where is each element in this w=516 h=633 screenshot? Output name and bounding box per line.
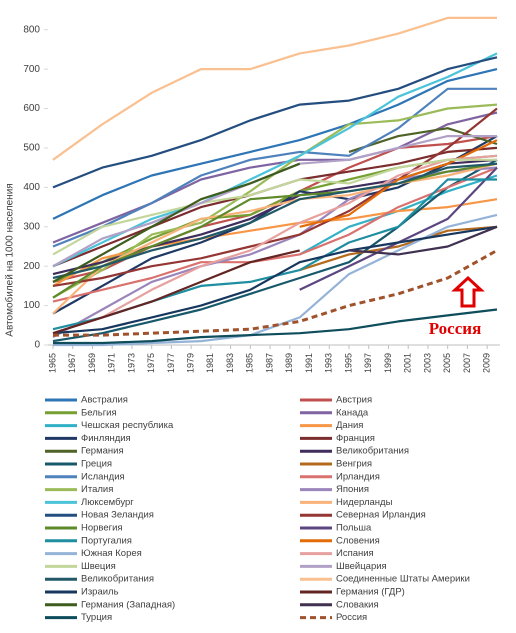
x-tick-label: 1989 (284, 353, 294, 373)
legend-label: Швейцария (336, 561, 387, 572)
legend-label: Норвегия (81, 523, 123, 534)
series-line (52, 225, 498, 335)
legend-label: Португалия (81, 535, 132, 546)
series-line (299, 225, 498, 272)
legend-label: Исландия (81, 471, 125, 482)
legend-label: Италия (81, 484, 113, 495)
legend-label: Япония (336, 484, 369, 495)
legend-label: Дания (336, 420, 363, 431)
series-line (299, 139, 498, 228)
x-tick-label: 1981 (205, 353, 215, 373)
legend-label: Турция (81, 612, 112, 623)
series-line (52, 162, 301, 283)
legend-label: Германия (81, 446, 124, 457)
x-tick-label: 1975 (146, 353, 156, 373)
legend-label: Польша (336, 523, 372, 534)
y-tick-label: 700 (23, 64, 40, 75)
legend-label: Ирландия (336, 471, 380, 482)
legend-label: Венгрия (336, 459, 372, 470)
legend-label: Испания (336, 548, 374, 559)
series-line (52, 16, 497, 161)
x-tick-label: 1971 (107, 353, 117, 373)
series-line (53, 249, 498, 337)
legend-label: Финляндия (81, 433, 131, 444)
series-line (52, 154, 498, 335)
legend-label: Бельгия (81, 407, 117, 418)
y-tick-label: 300 (23, 221, 40, 232)
x-tick-label: 2001 (403, 353, 413, 373)
legend-label: Израиль (81, 587, 119, 598)
x-tick-label: 2007 (462, 353, 472, 373)
legend-label: Южная Корея (81, 548, 142, 559)
x-tick-label: 1987 (264, 353, 274, 373)
y-tick-label: 500 (23, 143, 40, 154)
x-tick-label: 1991 (304, 353, 314, 373)
y-tick-label: 0 (34, 340, 40, 351)
series-line (52, 111, 498, 244)
y-tick-label: 800 (23, 24, 40, 35)
legend-label: Соединенные Штаты Америки (336, 574, 470, 585)
legend-label: Словакия (336, 599, 379, 610)
annotation: Россия (429, 319, 482, 338)
legend-label: Германия (ГДР) (336, 587, 405, 598)
x-tick-label: 1965 (47, 353, 57, 373)
legend-label: Франция (336, 433, 375, 444)
legend-label: Германия (Западная) (81, 599, 175, 610)
legend-label: Канада (336, 407, 369, 418)
legend-label: Австралия (81, 395, 128, 406)
x-tick-label: 1979 (186, 353, 196, 373)
legend-label: Нидерланды (336, 497, 393, 508)
legend-label: Словения (336, 535, 380, 546)
series-line (52, 68, 498, 220)
y-tick-label: 600 (23, 103, 40, 114)
x-tick-label: 1995 (343, 353, 353, 373)
y-tick-label: 200 (23, 261, 40, 272)
legend-label: Россия (336, 612, 367, 623)
legend-label: Швеция (81, 561, 116, 572)
x-tick-label: 2003 (422, 353, 432, 373)
x-tick-label: 1993 (324, 353, 334, 373)
arrow (451, 275, 485, 308)
series-line (52, 166, 498, 303)
legend-label: Люксембург (81, 497, 134, 508)
x-tick-label: 1985 (245, 353, 255, 373)
x-tick-label: 1977 (166, 353, 176, 373)
x-tick-label: 2009 (482, 353, 492, 373)
series-line (52, 162, 498, 280)
legend-label: Новая Зеландия (81, 510, 154, 521)
x-tick-label: 1997 (363, 353, 373, 373)
legend-label: Северная Ирландия (336, 510, 426, 521)
series-line (52, 162, 498, 299)
y-axis-label: Автомобилей на 1000 населения (4, 183, 16, 336)
x-tick-label: 1973 (126, 353, 136, 373)
series-line (52, 56, 498, 189)
series-line (53, 308, 498, 345)
legend-label: Великобритания (81, 574, 154, 585)
x-tick-label: 1983 (225, 353, 235, 373)
x-tick-label: 1969 (87, 353, 97, 373)
y-tick-label: 400 (23, 182, 40, 193)
series-line (52, 158, 497, 256)
x-tick-label: 1999 (383, 353, 393, 373)
series-line (52, 249, 300, 335)
series-line (52, 162, 498, 315)
x-tick-label: 1967 (67, 353, 77, 373)
y-tick-label: 100 (23, 300, 40, 311)
legend-label: Великобритания (336, 446, 409, 457)
series-line (52, 87, 497, 248)
legend-label: Австрия (336, 395, 372, 406)
series-line (348, 225, 498, 256)
legend-label: Греция (81, 459, 112, 470)
series-line (52, 158, 498, 343)
x-tick-label: 2005 (442, 353, 452, 373)
legend-label: Чешская республика (81, 420, 174, 431)
